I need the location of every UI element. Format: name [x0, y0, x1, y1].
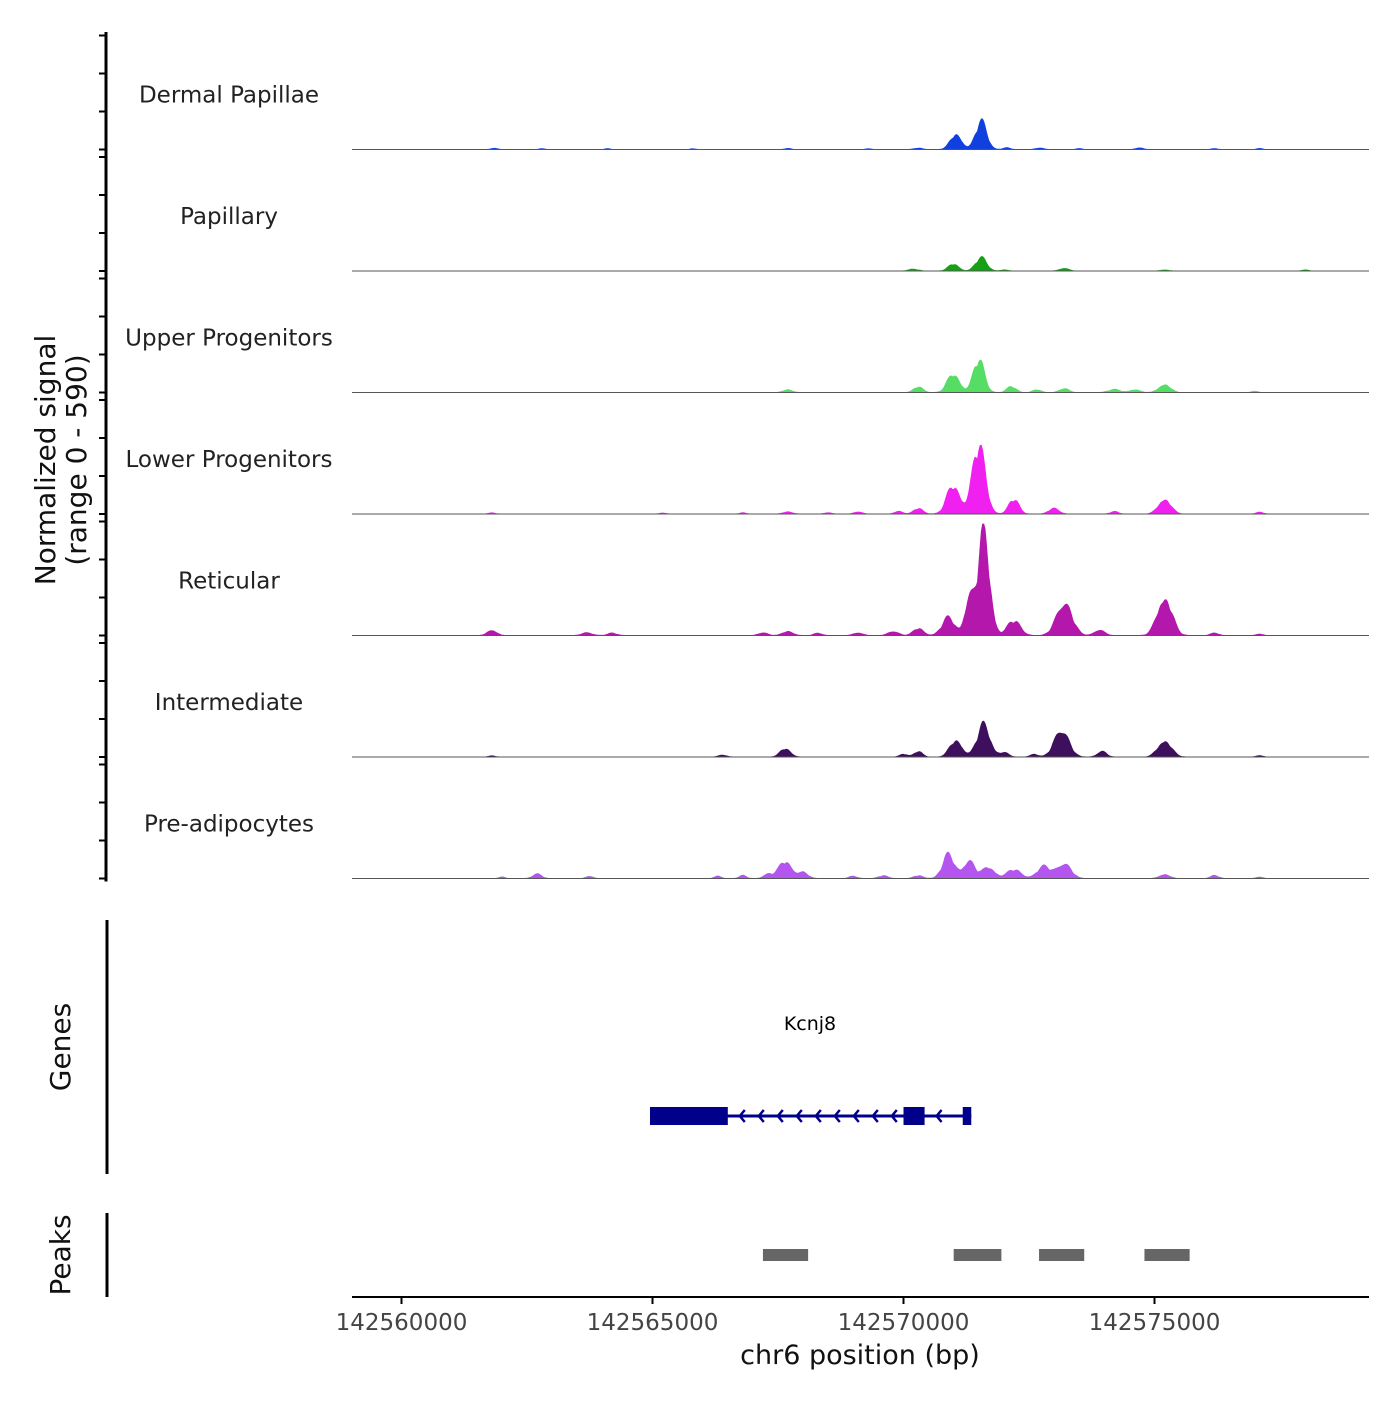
- coverage-tracks: Dermal Papillae Papillary Upper Progenitor…: [99, 32, 1369, 882]
- coverage-track: Papillary: [180, 204, 1369, 272]
- x-tick-label: 142570000: [838, 1310, 970, 1336]
- track-label: Upper Progenitors: [125, 326, 333, 352]
- x-axis-label: chr6 position (bp): [740, 1340, 980, 1371]
- gene-exon: [649, 1107, 728, 1125]
- coverage-track: Reticular: [178, 523, 1369, 636]
- coverage-area: [352, 256, 1369, 272]
- y-axis-label: Normalized signal: [29, 335, 62, 586]
- x-tick-label: 142565000: [587, 1310, 719, 1336]
- peak-region: [762, 1249, 809, 1261]
- coverage-area: [352, 118, 1369, 150]
- strand-arrow: [833, 1109, 841, 1123]
- genes-track-label: Genes: [44, 1003, 77, 1091]
- strand-arrow: [795, 1109, 803, 1123]
- strand-arrow: [852, 1109, 860, 1123]
- track-label: Dermal Papillae: [139, 83, 319, 109]
- strand-arrow: [814, 1109, 822, 1123]
- track-label: Reticular: [178, 569, 280, 595]
- strand-arrow: [738, 1109, 746, 1123]
- gene-model: Kcnj8: [649, 1013, 972, 1125]
- peaks-track: [762, 1249, 1190, 1261]
- y-axis-range-label: (range 0 - 590): [60, 354, 93, 565]
- strand-arrow: [871, 1109, 879, 1123]
- track-label: Intermediate: [155, 690, 303, 716]
- track-label: Lower Progenitors: [126, 447, 333, 473]
- strand-arrow: [890, 1109, 898, 1123]
- gene-exon: [903, 1107, 925, 1125]
- coverage-area: [352, 444, 1369, 515]
- x-tick-label: 142575000: [1089, 1310, 1221, 1336]
- gene-name-label: Kcnj8: [784, 1013, 836, 1035]
- coverage-track: Dermal Papillae: [139, 83, 1369, 150]
- coverage-area: [352, 720, 1369, 758]
- coverage-area: [352, 359, 1369, 393]
- strand-arrow: [757, 1109, 765, 1123]
- coverage-track: Upper Progenitors: [125, 326, 1369, 393]
- peak-region: [1039, 1249, 1085, 1261]
- gene-exon: [962, 1107, 972, 1125]
- peak-region: [1144, 1249, 1190, 1261]
- strand-arrow: [934, 1109, 943, 1123]
- track-label: Pre-adipocytes: [144, 812, 314, 838]
- strand-arrow: [776, 1109, 784, 1123]
- coverage-track: Lower Progenitors: [126, 444, 1369, 515]
- peaks-track-label: Peaks: [44, 1214, 77, 1295]
- genes-track: Kcnj8: [649, 1013, 972, 1125]
- x-axis-ticks: 142560000 142565000 142570000 142575000: [336, 1297, 1221, 1336]
- coverage-area: [352, 523, 1369, 636]
- x-tick-label: 142560000: [336, 1310, 468, 1336]
- coverage-track: Intermediate: [155, 690, 1369, 758]
- track-label: Papillary: [180, 204, 278, 230]
- coverage-track: Pre-adipocytes: [144, 812, 1369, 879]
- coverage-area: [352, 851, 1369, 879]
- peak-region: [953, 1249, 1002, 1261]
